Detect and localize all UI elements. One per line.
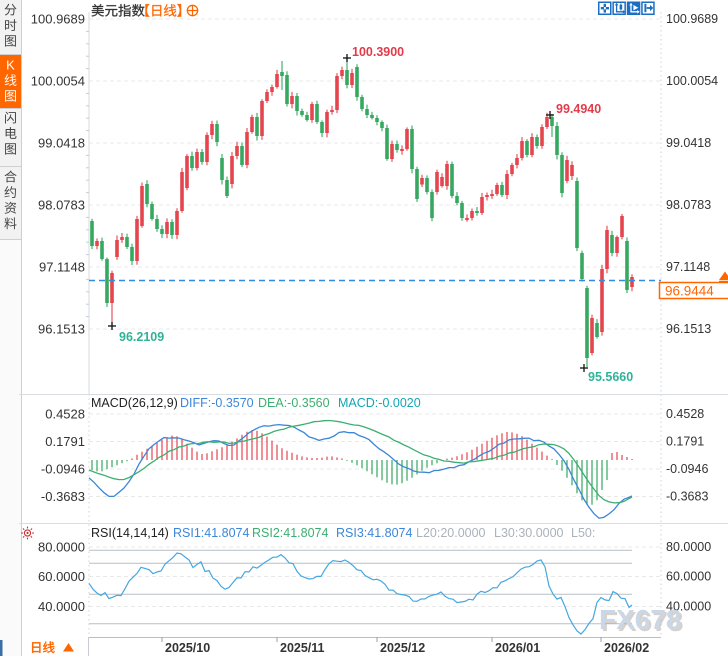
svg-text:96.2109: 96.2109 (119, 330, 164, 344)
svg-text:99.0418: 99.0418 (38, 136, 85, 151)
svg-text:98.0783: 98.0783 (666, 198, 711, 212)
svg-text:80.0000: 80.0000 (666, 540, 711, 554)
svg-text:L50:: L50: (571, 526, 595, 540)
svg-text:RSI2:41.8074: RSI2:41.8074 (252, 526, 328, 540)
svg-text:0.1791: 0.1791 (45, 434, 85, 449)
svg-text:2026/02: 2026/02 (604, 641, 649, 655)
svg-text:80.0000: 80.0000 (38, 540, 85, 555)
svg-text:FX678: FX678 (599, 604, 682, 635)
svg-text:60.0000: 60.0000 (666, 570, 711, 584)
svg-text:RSI(14,14,14): RSI(14,14,14) (91, 526, 169, 540)
svg-text:DIFF:-0.3570: DIFF:-0.3570 (180, 396, 254, 410)
svg-text:-0.3683: -0.3683 (41, 489, 85, 504)
svg-text:98.0783: 98.0783 (38, 198, 85, 213)
svg-text:99.4940: 99.4940 (556, 102, 601, 116)
svg-text:96.1513: 96.1513 (666, 322, 711, 336)
svg-text:2025/12: 2025/12 (380, 641, 425, 655)
svg-text:60.0000: 60.0000 (38, 569, 85, 584)
svg-text:99.0418: 99.0418 (666, 136, 711, 150)
svg-text:RSI1:41.8074: RSI1:41.8074 (173, 526, 249, 540)
svg-text:-0.0946: -0.0946 (666, 462, 708, 476)
svg-text:97.1148: 97.1148 (666, 260, 710, 274)
svg-text:96.1513: 96.1513 (38, 322, 85, 337)
svg-text:97.1148: 97.1148 (39, 260, 85, 275)
svg-text:0.4528: 0.4528 (666, 407, 704, 421)
svg-text:L20:20.0000: L20:20.0000 (416, 526, 486, 540)
svg-text:0.1791: 0.1791 (666, 435, 704, 449)
svg-text:MACD:-0.0020: MACD:-0.0020 (338, 396, 421, 410)
svg-text:2025/11: 2025/11 (280, 641, 325, 655)
svg-text:96.9444: 96.9444 (665, 284, 714, 299)
svg-text:MACD(26,12,9): MACD(26,12,9) (91, 396, 178, 410)
svg-text:L30:30.0000: L30:30.0000 (494, 526, 564, 540)
svg-text:-0.3683: -0.3683 (666, 490, 708, 504)
svg-text:0.4528: 0.4528 (45, 407, 85, 422)
svg-text:DEA:-0.3560: DEA:-0.3560 (258, 396, 330, 410)
svg-text:100.0054: 100.0054 (31, 74, 85, 89)
svg-text:40.0000: 40.0000 (666, 600, 711, 614)
svg-text:100.3900: 100.3900 (352, 45, 404, 59)
svg-text:95.5660: 95.5660 (588, 370, 633, 384)
svg-text:-0.0946: -0.0946 (41, 462, 85, 477)
svg-text:2026/01: 2026/01 (495, 641, 540, 655)
svg-text:40.0000: 40.0000 (38, 599, 85, 614)
svg-text:100.0054: 100.0054 (666, 74, 718, 88)
svg-text:RSI3:41.8074: RSI3:41.8074 (336, 526, 412, 540)
svg-text:FX678: FX678 (601, 606, 684, 637)
svg-text:K: K (6, 57, 15, 72)
svg-text:2025/10: 2025/10 (165, 641, 210, 655)
svg-text:100.9689: 100.9689 (666, 12, 718, 26)
svg-text:100.9689: 100.9689 (31, 12, 85, 27)
